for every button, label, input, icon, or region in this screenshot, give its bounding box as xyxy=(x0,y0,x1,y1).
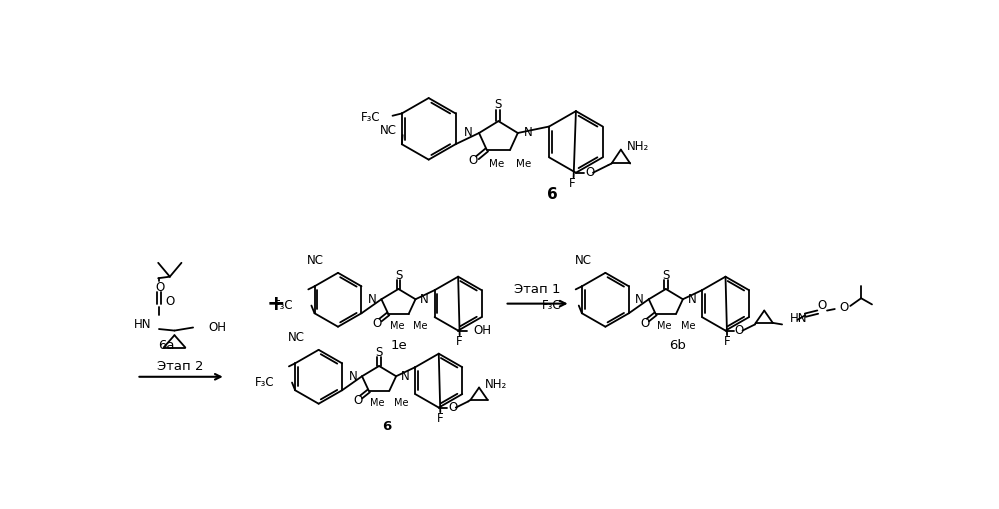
Text: Этап 2: Этап 2 xyxy=(158,359,204,373)
Text: N: N xyxy=(524,127,532,139)
Text: HN: HN xyxy=(134,318,151,331)
Text: Me: Me xyxy=(390,321,404,331)
Text: N: N xyxy=(349,370,358,383)
Text: +: + xyxy=(267,294,286,314)
Text: Me: Me xyxy=(414,321,428,331)
Text: N: N xyxy=(687,293,696,306)
Text: O: O xyxy=(449,401,458,414)
Text: N: N xyxy=(368,293,377,306)
Text: O: O xyxy=(165,295,175,308)
Text: S: S xyxy=(495,98,502,110)
Text: O: O xyxy=(640,317,649,330)
Text: O: O xyxy=(373,317,382,330)
Text: S: S xyxy=(395,269,403,281)
Text: O: O xyxy=(469,154,478,167)
Text: O: O xyxy=(155,281,165,294)
Text: 6: 6 xyxy=(547,187,558,202)
Text: S: S xyxy=(662,269,669,281)
Text: F: F xyxy=(568,177,575,190)
Text: F: F xyxy=(457,335,463,348)
Text: Me: Me xyxy=(680,321,695,331)
Text: F: F xyxy=(437,412,444,425)
Text: O: O xyxy=(585,166,594,179)
Text: N: N xyxy=(401,370,410,383)
Text: NC: NC xyxy=(574,254,591,267)
Text: NH₂: NH₂ xyxy=(626,140,649,153)
Text: F₃C: F₃C xyxy=(255,377,275,389)
Text: S: S xyxy=(376,346,383,359)
Text: Me: Me xyxy=(516,159,531,169)
Text: NC: NC xyxy=(307,254,324,267)
Text: O: O xyxy=(354,393,363,407)
Text: O: O xyxy=(818,299,827,313)
Text: NH₂: NH₂ xyxy=(485,378,507,391)
Text: F₃C: F₃C xyxy=(361,111,381,124)
Text: F₃C: F₃C xyxy=(274,299,294,313)
Text: 6: 6 xyxy=(383,420,392,433)
Text: N: N xyxy=(465,127,473,139)
Text: 6b: 6b xyxy=(669,340,686,352)
Text: 1e: 1e xyxy=(390,340,407,352)
Text: NC: NC xyxy=(288,331,305,344)
Text: HN: HN xyxy=(790,312,807,325)
Text: Me: Me xyxy=(371,398,385,408)
Text: N: N xyxy=(635,293,644,306)
Text: N: N xyxy=(421,293,429,306)
Text: 6a: 6a xyxy=(158,340,174,352)
Text: NC: NC xyxy=(380,124,397,137)
Text: F₃C: F₃C xyxy=(541,299,561,313)
Text: O: O xyxy=(839,301,849,314)
Text: O: O xyxy=(735,324,744,337)
Text: Этап 1: Этап 1 xyxy=(514,284,560,296)
Text: OH: OH xyxy=(209,321,227,334)
Text: Me: Me xyxy=(657,321,671,331)
Text: OH: OH xyxy=(474,324,492,337)
Text: F: F xyxy=(723,335,730,348)
Text: Me: Me xyxy=(394,398,409,408)
Text: Me: Me xyxy=(489,159,503,169)
